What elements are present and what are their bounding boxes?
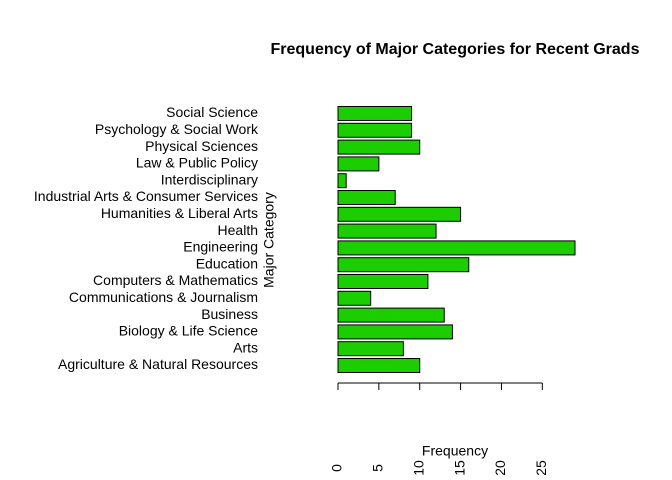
x-tick-label: 0 (329, 464, 345, 472)
bar (337, 173, 347, 189)
bar (337, 156, 380, 172)
y-tick-label: Arts (233, 339, 258, 355)
y-tick-label: Social Science (166, 104, 258, 120)
bar (337, 274, 429, 289)
bar (337, 307, 445, 323)
bar (337, 240, 576, 256)
y-tick-label: Communications & Journalism (69, 289, 258, 305)
y-tick-label: Interdisciplinary (161, 171, 258, 187)
x-tick-label: 15 (451, 460, 467, 476)
bar (337, 223, 437, 239)
y-tick-label: Humanities & Liberal Arts (101, 205, 258, 221)
x-tick-label: 10 (410, 460, 426, 476)
bar (337, 341, 404, 357)
y-tick-label: Industrial Arts & Consumer Services (34, 188, 258, 204)
bar (337, 290, 372, 306)
bar (337, 358, 421, 373)
y-tick-label: Psychology & Social Work (95, 121, 259, 137)
x-tick-label: 20 (492, 460, 508, 476)
bar (337, 324, 453, 340)
y-tick-label: Education (196, 255, 258, 271)
bar (337, 190, 396, 205)
y-axis-label: Major Category (261, 192, 277, 288)
chart-title: Frequency of Major Categories for Recent… (271, 41, 640, 58)
bar (337, 139, 421, 155)
bar (337, 206, 462, 222)
y-tick-label: Physical Sciences (145, 138, 258, 154)
x-tick-label: 5 (370, 464, 386, 472)
y-tick-label: Computers & Mathematics (93, 272, 258, 288)
y-tick-label: Health (218, 222, 258, 238)
bar (337, 257, 470, 273)
x-tick-label: 25 (533, 460, 549, 476)
y-tick-label: Business (201, 306, 258, 322)
y-tick-label: Biology & Life Science (119, 323, 259, 339)
bar (337, 106, 413, 121)
y-tick-label: Law & Public Policy (136, 155, 258, 171)
bar (337, 122, 413, 138)
y-tick-label: Agriculture & Natural Resources (58, 356, 258, 372)
x-axis-label: Frequency (422, 443, 488, 459)
y-tick-label: Engineering (183, 239, 258, 255)
